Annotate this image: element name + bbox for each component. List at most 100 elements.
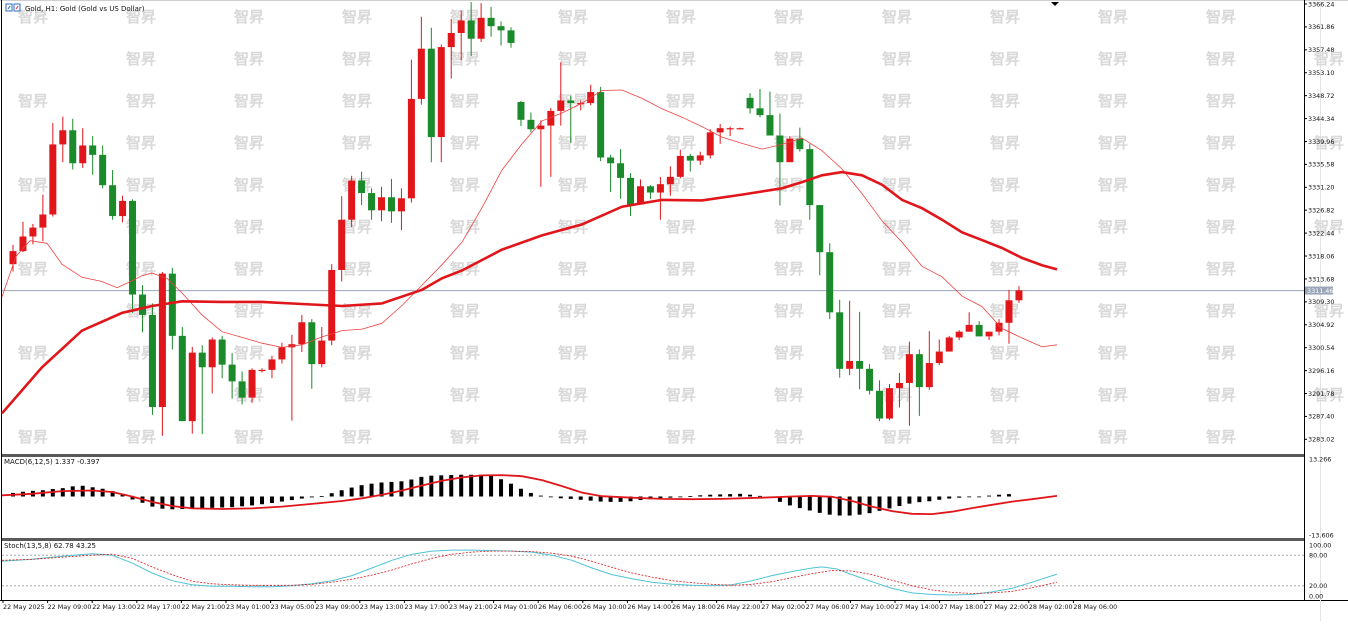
macd-histogram-bar <box>997 494 1002 497</box>
time-tick-label: 27 May 10:00 <box>850 603 894 611</box>
macd-histogram-bar <box>299 496 304 499</box>
macd-histogram-bar <box>100 488 105 497</box>
watermark-text: 智昇 <box>342 134 372 152</box>
macd-histogram-bar <box>110 491 115 497</box>
watermark-text: 智昇 <box>1206 92 1236 110</box>
watermark-text: 智昇 <box>774 344 804 362</box>
watermark-text: 智昇 <box>882 176 912 194</box>
watermark-text: 智昇 <box>126 428 156 446</box>
watermark-text: 智昇 <box>558 134 588 152</box>
time-tick-label: 23 May 21:00 <box>449 603 493 611</box>
candle-body <box>866 368 874 391</box>
watermark-text: 智昇 <box>774 386 804 404</box>
candle-body <box>268 359 276 370</box>
macd-histogram-bar <box>359 485 364 497</box>
candle-body <box>666 176 674 185</box>
candle-body <box>557 100 565 111</box>
macd-histogram-bar <box>927 496 932 502</box>
watermark-text: 智昇 <box>990 176 1020 194</box>
watermark-text: 智昇 <box>558 344 588 362</box>
macd-histogram-bar <box>578 496 583 500</box>
watermark-text: 智昇 <box>774 428 804 446</box>
time-tick-label: 26 May 06:00 <box>538 603 582 611</box>
watermark-text: 智昇 <box>558 8 588 26</box>
macd-histogram-bar <box>240 496 245 507</box>
watermark-text: 智昇 <box>1098 386 1128 404</box>
macd-histogram-bar <box>90 487 95 497</box>
time-tick-label: 23 May 09:00 <box>315 603 359 611</box>
time-tick-label: 24 May 01:00 <box>494 603 538 611</box>
candle-body <box>477 17 485 39</box>
candle-body <box>188 352 196 422</box>
watermark-text: 智昇 <box>990 92 1020 110</box>
watermark-text: 智昇 <box>1314 218 1344 236</box>
macd-histogram-bar <box>718 494 723 497</box>
candle-body <box>876 390 884 419</box>
macd-tick-label: -13.606 <box>1309 531 1334 539</box>
current-price-label: 3311.46 <box>1307 287 1333 295</box>
stoch-label: Stoch(13,5,8) 62.78 43.25 <box>4 542 96 550</box>
candle-body <box>368 193 376 211</box>
watermark-text: 智昇 <box>1098 50 1128 68</box>
candle-body <box>836 312 844 369</box>
macd-label: MACD(6,12,5) 1.337 -0.397 <box>4 458 100 466</box>
time-tick-label: 26 May 10:00 <box>583 603 627 611</box>
watermark-text: 智昇 <box>234 50 264 68</box>
stoch-main-line <box>1 549 1058 596</box>
candle-body <box>846 360 854 369</box>
watermark-text: 智昇 <box>1206 428 1236 446</box>
candle-body <box>816 205 824 253</box>
time-tick-label: 23 May 13:00 <box>360 603 404 611</box>
macd-histogram-bar <box>349 487 354 497</box>
watermark-text: 智昇 <box>450 8 480 26</box>
macd-histogram-bar <box>469 474 474 497</box>
pane-separator-stoch[interactable] <box>2 538 1304 541</box>
watermark-text: 智昇 <box>1206 8 1236 26</box>
time-tick-label: 26 May 18:00 <box>672 603 716 611</box>
candle-body <box>278 347 286 360</box>
watermark-text: 智昇 <box>666 134 696 152</box>
watermark-text: 智昇 <box>558 260 588 278</box>
candle-body <box>965 324 973 332</box>
macd-histogram-bar <box>897 496 902 507</box>
watermark-text: 智昇 <box>1314 134 1344 152</box>
watermark-text: 智昇 <box>234 428 264 446</box>
watermark-text: 智昇 <box>18 428 48 446</box>
shift-marker-icon[interactable] <box>1051 2 1059 6</box>
watermark-text: 智昇 <box>990 50 1020 68</box>
watermark-text: 智昇 <box>666 218 696 236</box>
macd-histogram-bar <box>817 496 822 513</box>
watermark-text: 智昇 <box>990 386 1020 404</box>
pane-separator-macd[interactable] <box>2 454 1304 457</box>
watermark-text: 智昇 <box>18 92 48 110</box>
candle-body <box>646 186 654 193</box>
watermark-text: 智昇 <box>234 134 264 152</box>
candle-body <box>228 364 236 382</box>
macd-histogram-bar <box>708 494 713 497</box>
macd-histogram-bar <box>857 496 862 515</box>
watermark-text: 智昇 <box>1314 386 1344 404</box>
price-tick-label: 3322.44 <box>1308 229 1334 237</box>
watermark-text: 智昇 <box>1206 386 1236 404</box>
watermark-text: 智昇 <box>1314 50 1344 68</box>
candle-body <box>358 180 366 194</box>
watermark-text: 智昇 <box>450 218 480 236</box>
macd-histogram-bar <box>459 474 464 497</box>
watermark-text: 智昇 <box>450 428 480 446</box>
macd-histogram-bar <box>279 496 284 502</box>
stoch-tick-label: 80.00 <box>1309 552 1327 560</box>
macd-histogram-bar <box>1007 494 1011 497</box>
macd-histogram-bar <box>528 492 533 497</box>
watermark-text: 智昇 <box>234 302 264 320</box>
candle-body <box>427 48 435 138</box>
macd-histogram-bar <box>787 496 792 506</box>
candle-body <box>208 339 216 368</box>
candle-body <box>19 236 27 252</box>
macd-histogram-bar <box>568 496 573 499</box>
candle-body <box>9 251 17 265</box>
watermark-text: 智昇 <box>450 50 480 68</box>
current-price-badge <box>1305 286 1333 295</box>
watermark-text: 智昇 <box>1098 92 1128 110</box>
